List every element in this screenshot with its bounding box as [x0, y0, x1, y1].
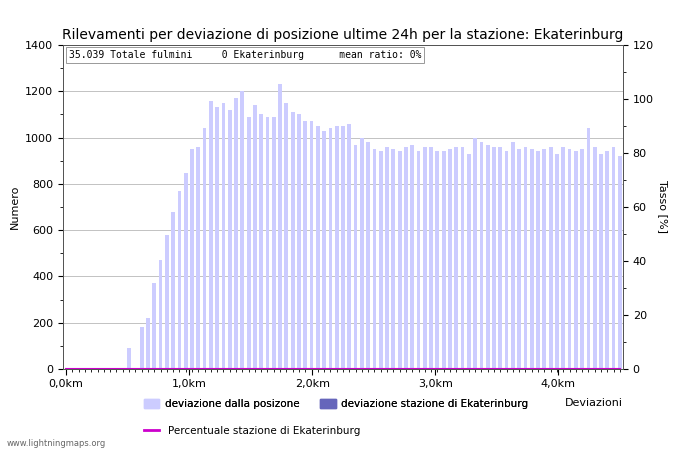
Bar	[265, 117, 270, 369]
Bar	[580, 149, 584, 369]
Bar	[290, 112, 295, 369]
Legend: deviazione dalla posizone, deviazione stazione di Ekaterinburg: deviazione dalla posizone, deviazione st…	[140, 395, 532, 413]
Bar	[435, 152, 440, 369]
Text: www.lightningmaps.org: www.lightningmaps.org	[7, 439, 106, 448]
Bar	[524, 147, 527, 369]
Bar	[511, 142, 514, 369]
Bar	[486, 144, 489, 369]
Bar	[530, 149, 533, 369]
Bar	[134, 368, 137, 369]
Bar	[410, 144, 414, 369]
Bar	[492, 147, 496, 369]
Bar	[222, 103, 225, 369]
Bar	[146, 318, 150, 369]
Bar	[398, 152, 402, 369]
Title: Rilevamenti per deviazione di posizione ultime 24h per la stazione: Ekaterinburg: Rilevamenti per deviazione di posizione …	[62, 28, 624, 42]
Bar	[228, 110, 232, 369]
Bar	[322, 130, 326, 369]
Bar	[461, 147, 464, 369]
Bar	[587, 128, 590, 369]
Bar	[612, 147, 615, 369]
Bar	[416, 152, 421, 369]
Bar	[203, 128, 206, 369]
Bar	[480, 142, 483, 369]
Bar	[618, 156, 622, 369]
Bar	[599, 154, 603, 369]
Bar	[341, 126, 345, 369]
Legend: Percentuale stazione di Ekaterinburg: Percentuale stazione di Ekaterinburg	[140, 422, 364, 440]
Bar	[316, 126, 320, 369]
Bar	[259, 114, 263, 369]
Bar	[140, 327, 143, 369]
Bar	[178, 191, 181, 369]
Bar	[448, 149, 452, 369]
Bar	[303, 122, 307, 369]
Bar	[372, 149, 377, 369]
Bar	[498, 147, 502, 369]
Bar	[184, 173, 188, 369]
Bar	[354, 144, 358, 369]
Bar	[429, 147, 433, 369]
Bar	[209, 100, 213, 369]
Bar	[115, 368, 118, 369]
Bar	[423, 147, 427, 369]
Bar	[568, 149, 571, 369]
Bar	[473, 138, 477, 369]
Bar	[253, 105, 257, 369]
Bar	[159, 260, 162, 369]
Text: Deviazioni: Deviazioni	[565, 398, 623, 408]
Bar	[335, 126, 339, 369]
Bar	[347, 124, 351, 369]
Bar	[234, 98, 238, 369]
Bar	[606, 152, 609, 369]
Bar	[328, 128, 332, 369]
Bar	[561, 147, 565, 369]
Bar	[165, 235, 169, 369]
Bar	[240, 91, 244, 369]
Bar	[536, 152, 540, 369]
Bar	[153, 284, 156, 369]
Bar	[505, 152, 508, 369]
Bar	[278, 84, 282, 369]
Bar	[190, 149, 194, 369]
Bar	[172, 212, 175, 369]
Bar	[366, 142, 370, 369]
Bar	[309, 122, 314, 369]
Bar	[284, 103, 288, 369]
Bar	[360, 138, 364, 369]
Bar	[555, 154, 559, 369]
Bar	[442, 152, 446, 369]
Text: 35.039 Totale fulmini     0 Ekaterinburg      mean ratio: 0%: 35.039 Totale fulmini 0 Ekaterinburg mea…	[69, 50, 421, 60]
Bar	[467, 154, 470, 369]
Bar	[574, 152, 578, 369]
Bar	[404, 147, 408, 369]
Bar	[391, 149, 395, 369]
Bar	[385, 147, 389, 369]
Bar	[593, 147, 596, 369]
Bar	[379, 152, 383, 369]
Bar	[517, 149, 521, 369]
Y-axis label: Numero: Numero	[10, 185, 20, 229]
Bar	[197, 147, 200, 369]
Bar	[297, 114, 301, 369]
Bar	[272, 117, 276, 369]
Bar	[127, 348, 131, 369]
Bar	[542, 149, 546, 369]
Bar	[246, 117, 251, 369]
Bar	[454, 147, 458, 369]
Bar	[216, 108, 219, 369]
Y-axis label: Tasso [%]: Tasso [%]	[658, 180, 668, 234]
Bar	[549, 147, 552, 369]
